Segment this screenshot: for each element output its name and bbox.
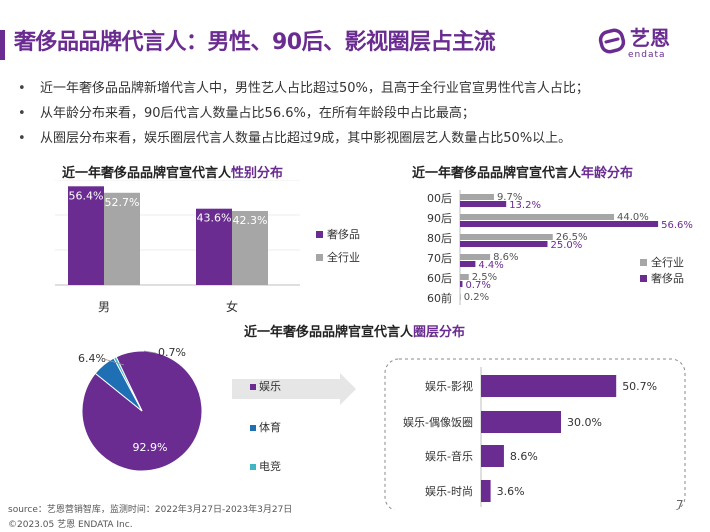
source-note: source：艺恩营销智库，监测时间：2022年3月27日-2023年3月27日 [8,505,293,515]
pie-slice-电竞 [113,356,143,412]
bullet-item: • 从年龄分布来看，90后代言人数量占比56.6%，在所有年龄段中占比最高； [18,106,475,121]
bar-value-label: 8.6% [493,252,518,263]
legend-label: 全行业 [327,250,360,264]
legend-swatch [640,259,647,266]
bar-luxury [68,186,104,285]
bar-value-label: 3.6% [497,485,525,498]
age-category-label: 60后 [427,272,452,285]
endata-logo: 艺恩 endata [598,22,694,64]
summary-bullets: • 近一年奢侈品品牌新增代言人中，男性艺人占比超过50%，且高于全行业官宣男性代言… [18,76,698,151]
legend-swatch [316,231,323,238]
copyright: ©2023.05 艺恩 ENDATA Inc. [8,520,133,530]
legend-label: 体育 [259,420,281,434]
breakdown-bar [481,375,617,397]
bar-luxury [196,208,232,285]
bar-value-label: 43.6% [197,212,232,225]
breakdown-bar [481,480,491,502]
bar-industry [460,214,614,220]
category-label: 男 [98,300,110,314]
bar-industry [460,274,469,280]
bar-industry [232,210,268,285]
bar-industry [460,194,494,200]
bullet-item: • 近一年奢侈品品牌新增代言人中，男性艺人占比超过50%，且高于全行业官宣男性代言… [18,81,589,96]
page-number: 7 [676,498,684,512]
highlight-arrow [232,373,356,405]
leader-line [103,358,125,366]
bar-luxury [460,281,463,287]
category-label: 女 [226,299,238,314]
legend-swatch [316,254,323,261]
pie-value-label: 92.9% [133,441,168,454]
legend-label: 全行业 [651,255,684,269]
endata-logo-icon [598,28,626,54]
bar-value-label: 4.4% [478,260,503,271]
bar-value-label: 56.4% [69,189,104,202]
legend-label: 奢侈品 [651,271,684,285]
age-category-label: 70后 [427,252,452,265]
bar-value-label: 2.5% [472,272,497,283]
breakdown-category-label: 娱乐-偶像饭圈 [403,415,473,429]
pie-value-label: 6.4% [78,352,106,365]
breakdown-bar [481,411,561,433]
bar-value-label: 42.3% [233,214,268,227]
bar-value-label: 25.0% [551,240,583,251]
bar-value-label: 30.0% [567,416,602,429]
breakdown-category-label: 娱乐-时尚 [425,484,473,498]
bar-value-label: 9.7% [497,192,522,203]
bar-value-label: 56.6% [661,220,693,231]
legend-label: 娱乐 [259,379,281,393]
breakdown-box [384,358,686,510]
bar-value-label: 0.7% [465,280,490,291]
bar-luxury [460,241,548,247]
age-bar-chart: 00后 9.7%13.2% 90后 44.0% 56.6% 80后 26.5%25.0% 70… [427,190,693,305]
page-title: 奢侈品品牌代言人：男性、90后、影视圈层占主流 [14,30,496,55]
bar-industry [104,192,140,285]
age-category-label: 90后 [427,212,452,225]
bullet-item: • 从圈层分布来看，娱乐圈层代言人数量占比超过9成，其中影视圈层艺人数量占比50%… [18,131,572,146]
title-accent-bar [0,30,5,60]
age-category-label: 80后 [427,232,452,245]
bar-industry [460,294,461,300]
logo-text-en: endata [628,50,666,60]
bar-value-label: 50.7% [622,380,657,393]
legend-swatch [250,425,256,431]
circle-chart-title: 近一年奢侈品品牌官宣代言人圈层分布 [244,325,466,340]
legend-label: 奢侈品 [327,227,360,241]
age-chart-title: 近一年奢侈品品牌官宣代言人年龄分布 [412,166,634,181]
legend-swatch [250,384,256,390]
bar-value-label: 0.2% [464,292,489,303]
bar-industry [460,254,491,260]
bar-value-label: 52.7% [105,196,140,209]
age-category-label: 00后 [427,192,452,205]
legend-label: 电竞 [259,459,281,473]
bar-luxury [460,201,507,207]
breakdown-category-label: 娱乐-影视 [425,379,473,393]
bar-value-label: 13.2% [509,200,541,211]
bar-value-label: 26.5% [556,232,588,243]
bar-luxury [460,221,659,227]
pie-value-label: 0.7% [158,346,186,359]
bar-value-label: 8.6% [510,450,538,463]
bar-luxury [460,261,476,267]
legend-swatch [250,464,256,470]
gender-chart-title: 近一年奢侈品品牌官宣代言人性别分布 [62,166,284,181]
bar-value-label: 44.0% [617,212,649,223]
logo-text-cn: 艺恩 [630,26,670,50]
bar-industry [460,234,553,240]
age-category-label: 60前 [427,291,452,305]
leader-line [143,350,157,354]
breakdown-bar [481,445,504,467]
legend-swatch [640,275,647,282]
breakdown-category-label: 娱乐-音乐 [425,449,473,463]
